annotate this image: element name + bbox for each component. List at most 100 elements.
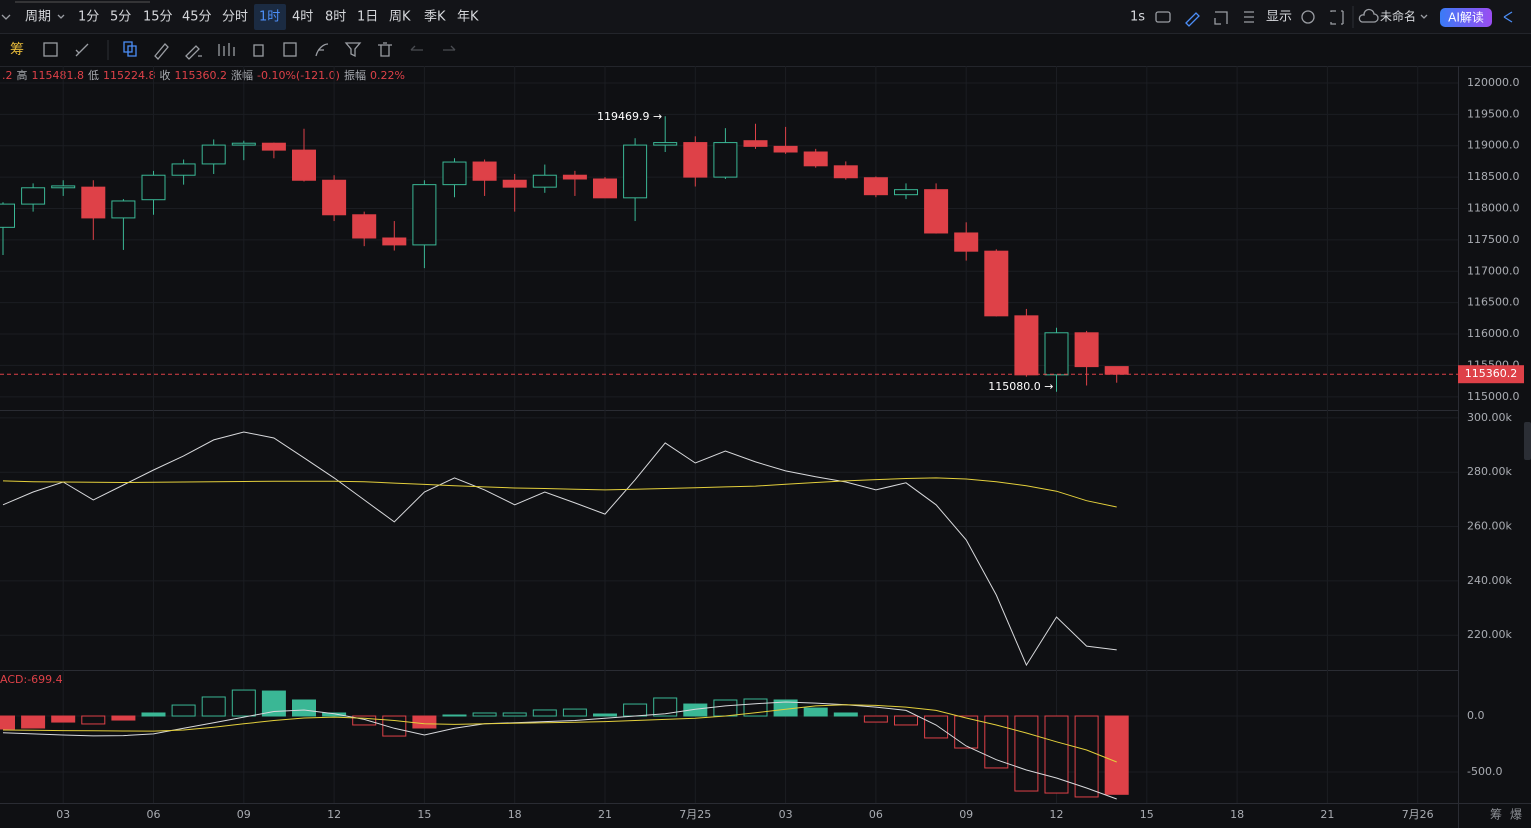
period-chevron[interactable] bbox=[57, 14, 65, 19]
camera-icon[interactable] bbox=[1155, 11, 1171, 23]
tool-icon[interactable] bbox=[315, 43, 329, 57]
draw-icon[interactable] bbox=[1185, 12, 1200, 27]
macd-bar bbox=[141, 712, 166, 717]
fullscreen-icon[interactable] bbox=[1330, 10, 1344, 25]
period-button[interactable]: 45分 bbox=[182, 10, 212, 25]
macd-bar bbox=[593, 713, 617, 717]
chip-tool[interactable]: 筹 bbox=[10, 41, 24, 58]
x-tick-label: 15 bbox=[1140, 808, 1154, 821]
ai-button[interactable]: AI解读 bbox=[1448, 11, 1484, 25]
info-item: .2 bbox=[2, 69, 13, 82]
candle-body bbox=[231, 142, 256, 146]
crop-icon[interactable] bbox=[1214, 11, 1228, 25]
y-tick-label: 119500.0 bbox=[1467, 107, 1520, 120]
candle-body bbox=[833, 165, 858, 179]
layout-name[interactable]: 未命名 bbox=[1380, 9, 1416, 24]
x-tick-label: 18 bbox=[508, 808, 522, 821]
macd-bar bbox=[0, 715, 15, 730]
macd-bar bbox=[1074, 715, 1099, 798]
candle-body bbox=[924, 189, 949, 234]
period-button[interactable]: 1分 bbox=[78, 10, 99, 25]
redo-icon[interactable] bbox=[443, 45, 456, 51]
collapse-handle[interactable] bbox=[1524, 422, 1531, 460]
y-tick-label: 120000.0 bbox=[1467, 76, 1520, 89]
y-tick-label: -500.0 bbox=[1467, 765, 1502, 778]
x-tick-label: 09 bbox=[959, 808, 973, 821]
period-button[interactable]: 5分 bbox=[110, 10, 131, 25]
info-item: 115481.8 bbox=[32, 69, 85, 82]
tool-icon[interactable] bbox=[75, 43, 89, 57]
high-annotation: 119469.9 → bbox=[597, 110, 662, 123]
macd-bar bbox=[261, 690, 286, 717]
macd-bar bbox=[803, 707, 828, 717]
active-period-bg bbox=[254, 4, 286, 30]
macd-bar bbox=[894, 715, 918, 726]
period-button[interactable]: 1日 bbox=[357, 10, 378, 25]
y-tick-label: 300.00k bbox=[1467, 411, 1512, 424]
period-button[interactable]: 分时 bbox=[222, 10, 248, 25]
tool-icon[interactable] bbox=[344, 42, 362, 58]
candle-body bbox=[1014, 315, 1039, 376]
info-item: 115224.8 bbox=[103, 69, 156, 82]
x-tick-label: 03 bbox=[56, 808, 70, 821]
period-button[interactable]: 1时 bbox=[259, 10, 280, 25]
macd-bar bbox=[532, 709, 557, 717]
y-tick-label: 118500.0 bbox=[1467, 170, 1520, 183]
candle-body bbox=[21, 187, 46, 205]
info-bar: .2 高 115481.8 低 115224.8 收 115360.2 涨幅 -0.10%(-1… bbox=[2, 68, 405, 82]
settings-icon[interactable] bbox=[1301, 10, 1315, 24]
footer-button[interactable]: 爆 bbox=[1510, 808, 1522, 822]
x-tick-label: 18 bbox=[1230, 808, 1244, 821]
candle-body bbox=[984, 250, 1009, 317]
candle-body bbox=[472, 161, 497, 181]
undo-icon[interactable] bbox=[410, 45, 423, 51]
candle-body bbox=[954, 232, 979, 252]
macd-bar bbox=[442, 714, 467, 717]
share-icon[interactable] bbox=[1503, 11, 1513, 23]
period-button[interactable]: 季K bbox=[424, 10, 446, 25]
y-tick-label: 116000.0 bbox=[1467, 327, 1520, 340]
period-button[interactable]: 年K bbox=[457, 10, 479, 25]
y-tick-label: 220.00k bbox=[1467, 628, 1512, 641]
period-button[interactable]: 周K bbox=[389, 10, 411, 25]
candle-body bbox=[1104, 366, 1129, 375]
list-icon[interactable] bbox=[1244, 11, 1254, 23]
period-menu[interactable]: 周期 bbox=[25, 10, 51, 25]
period-button[interactable]: 8时 bbox=[325, 10, 346, 25]
tool-icon[interactable] bbox=[253, 44, 264, 57]
candle-body bbox=[713, 142, 738, 178]
x-tick-label: 03 bbox=[779, 808, 793, 821]
tool-icon[interactable] bbox=[43, 42, 58, 57]
x-tick-label: 15 bbox=[417, 808, 431, 821]
candle-body bbox=[261, 142, 286, 151]
tool-icon[interactable] bbox=[218, 43, 235, 56]
candle-body bbox=[0, 203, 15, 228]
macd-bar bbox=[51, 715, 76, 723]
period-button[interactable]: 15分 bbox=[143, 10, 173, 25]
tool-icon[interactable] bbox=[154, 43, 169, 60]
menu-chevron[interactable] bbox=[1, 14, 11, 20]
layout-chevron[interactable] bbox=[1420, 14, 1428, 19]
tool-icon[interactable] bbox=[185, 45, 202, 60]
x-tick-label: 06 bbox=[869, 808, 883, 821]
candle-body bbox=[1044, 332, 1069, 376]
tool-icon[interactable] bbox=[283, 42, 297, 57]
x-tick-label: 21 bbox=[1320, 808, 1334, 821]
y-tick-label: 280.00k bbox=[1467, 465, 1512, 478]
tool-icon[interactable] bbox=[123, 41, 137, 57]
candle-body bbox=[81, 186, 106, 219]
macd-bar bbox=[683, 703, 708, 717]
macd-bar bbox=[21, 715, 46, 729]
tool-icon[interactable] bbox=[378, 42, 392, 57]
macd-bar bbox=[1014, 715, 1039, 792]
candle-body bbox=[623, 144, 648, 199]
cloud-icon[interactable] bbox=[1358, 8, 1379, 23]
ai-button-bg[interactable] bbox=[1440, 8, 1492, 27]
period-button[interactable]: 4时 bbox=[292, 10, 313, 25]
display-button[interactable]: 显示 bbox=[1266, 10, 1292, 25]
y-tick-label: 117000.0 bbox=[1467, 264, 1520, 277]
candle-body bbox=[292, 149, 316, 181]
info-item: 收 bbox=[160, 68, 171, 82]
interval[interactable]: 1s bbox=[1130, 10, 1145, 25]
footer-button[interactable]: 筹 bbox=[1490, 808, 1502, 822]
